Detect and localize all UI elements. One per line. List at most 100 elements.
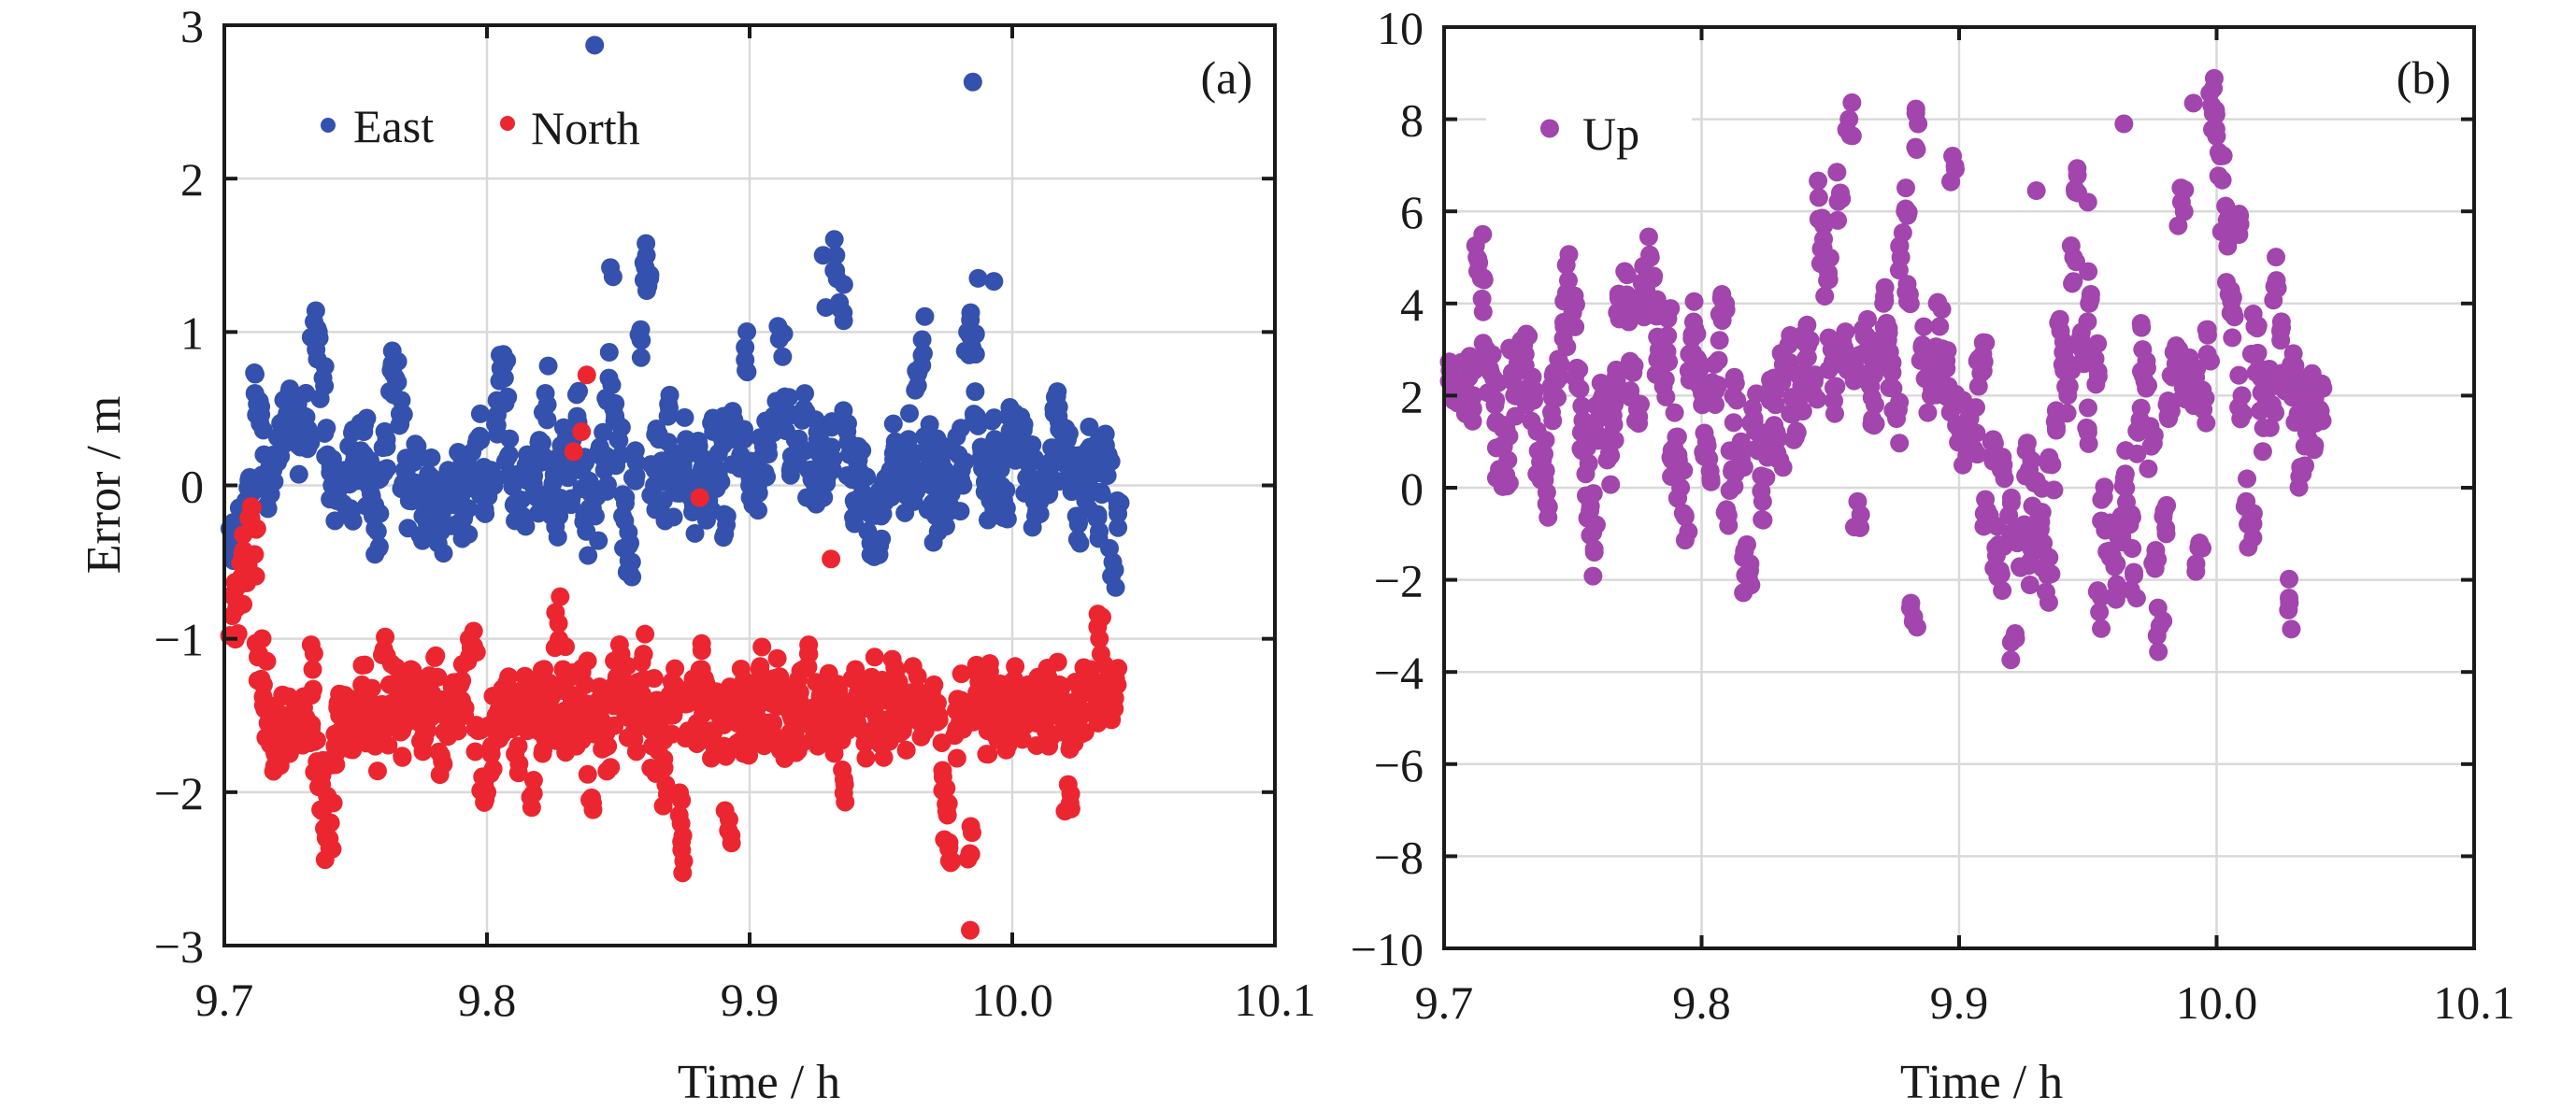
point-up	[2041, 564, 2061, 584]
point-up	[2267, 248, 2286, 267]
point-east	[479, 466, 498, 486]
point-east	[824, 261, 844, 280]
point-up	[1784, 430, 1804, 449]
point-north	[846, 660, 866, 679]
point-east	[996, 480, 1016, 500]
point-north	[499, 667, 519, 687]
point-east-outlier	[585, 36, 605, 55]
point-north	[609, 634, 629, 654]
panel-a-tag: (a)	[1201, 51, 1253, 104]
point-up	[2238, 469, 2257, 489]
point-north	[644, 669, 664, 689]
point-north	[1105, 689, 1124, 708]
point-north	[448, 721, 467, 741]
point-north	[245, 545, 265, 564]
point-up	[2140, 417, 2160, 436]
point-north	[247, 519, 266, 539]
point-east	[717, 515, 737, 534]
point-east	[707, 478, 726, 498]
point-up	[2175, 180, 2195, 200]
point-up	[1988, 567, 2008, 587]
point-up	[1974, 352, 1994, 372]
point-up	[2031, 512, 2051, 532]
point-up	[1983, 430, 2003, 449]
point-east	[597, 475, 617, 494]
point-north	[362, 678, 381, 698]
point-north	[653, 796, 673, 816]
point-north	[304, 644, 323, 663]
point-east	[1029, 505, 1049, 524]
point-up	[2001, 633, 2021, 652]
point-up	[1867, 358, 1886, 377]
point-north	[483, 759, 503, 778]
y-tick-label: 10	[1377, 2, 1424, 54]
point-north	[448, 673, 467, 692]
point-east	[434, 544, 453, 563]
point-up	[2225, 307, 2244, 327]
point-north	[719, 810, 738, 830]
point-up	[1879, 323, 1898, 343]
point-east	[1047, 387, 1066, 406]
point-north	[672, 832, 692, 851]
point-up	[1583, 566, 1603, 586]
x-tick-label: 9.8	[458, 974, 517, 1026]
point-up	[1893, 223, 1912, 243]
point-up	[1535, 444, 1554, 463]
point-up	[1819, 263, 1839, 283]
point-north	[601, 758, 621, 777]
y-tick-label: −3	[154, 920, 204, 973]
point-up	[1566, 317, 1585, 336]
point-up	[1842, 92, 1862, 112]
point-up	[1824, 377, 1843, 397]
point-up	[2194, 400, 2213, 420]
point-north	[813, 676, 833, 695]
point-up	[1768, 429, 1788, 448]
point-up	[2088, 334, 2108, 353]
point-north	[322, 755, 342, 775]
point-north	[770, 740, 790, 760]
point-up	[1543, 411, 1563, 431]
point-east	[365, 545, 385, 564]
point-up	[1684, 292, 1704, 311]
point-up	[1864, 416, 1883, 435]
point-east	[459, 524, 479, 544]
point-east	[953, 476, 973, 495]
point-north	[481, 745, 501, 764]
point-east	[966, 345, 985, 364]
point-north	[632, 652, 651, 672]
point-north	[431, 746, 451, 765]
point-up	[2079, 262, 2098, 281]
y-tick-label: 2	[180, 153, 204, 206]
point-up	[2092, 619, 2111, 638]
point-east	[1109, 518, 1128, 537]
point-east	[966, 324, 985, 344]
point-up	[2139, 459, 2158, 478]
panel-a-legend: East North	[321, 100, 640, 154]
point-up	[2127, 444, 2147, 463]
point-north	[692, 633, 711, 653]
point-up	[1565, 286, 1584, 306]
point-east	[900, 404, 920, 423]
point-east	[1101, 451, 1121, 471]
point-up	[2289, 477, 2309, 497]
point-north	[367, 761, 387, 781]
point-east	[1039, 484, 1059, 504]
point-up	[2260, 418, 2280, 437]
point-north	[590, 677, 609, 697]
point-east	[951, 502, 970, 521]
point-up	[2209, 166, 2228, 186]
point-up	[2131, 398, 2151, 418]
point-up	[2253, 442, 2272, 462]
point-up	[1918, 403, 1938, 422]
point-up	[1601, 475, 1621, 494]
point-up	[1815, 286, 1835, 306]
point-east	[814, 488, 834, 507]
point-up	[2305, 435, 2325, 455]
point-east	[289, 464, 308, 484]
y-tick-label: 6	[1400, 186, 1424, 238]
point-up	[1865, 395, 1884, 415]
point-up	[2186, 562, 2206, 581]
point-north	[792, 733, 811, 753]
point-north-outlier	[690, 488, 709, 507]
point-east	[607, 456, 626, 476]
